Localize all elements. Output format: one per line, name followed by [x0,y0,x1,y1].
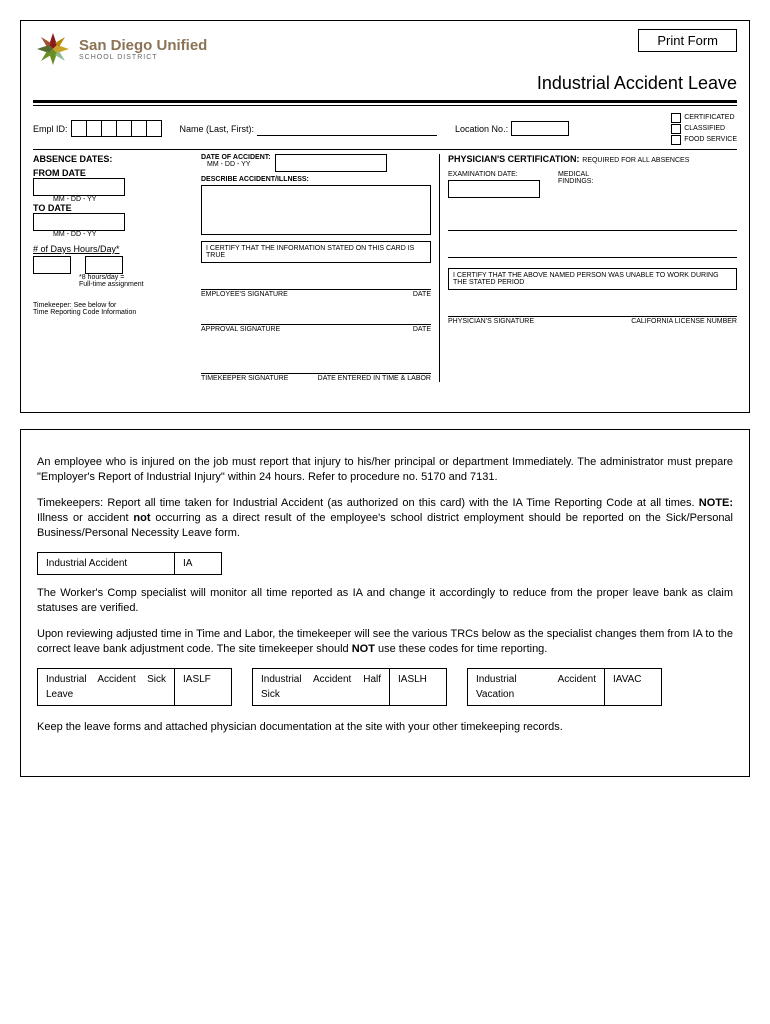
id-row: Empl ID: Name (Last, First): Location No… [33,112,737,145]
to-date-label: TO DATE [33,203,193,213]
code-iaslf: Industrial Accident Sick LeaveIASLF [37,668,232,706]
foodservice-checkbox[interactable] [671,135,681,145]
print-button[interactable]: Print Form [638,29,737,52]
form-container: Print Form San Diego Unified SCHOOL DIST… [20,20,750,413]
notes-p2: Timekeepers: Report all time taken for I… [37,496,733,541]
empl-id-label: Empl ID: [33,124,68,134]
accident-date-field[interactable] [275,154,387,172]
logo-row: San Diego Unified SCHOOL DISTRICT [33,29,638,69]
classification-checkboxes: CERTIFICATED CLASSIFIED FOOD SERVICE [671,112,737,145]
phys-certify-text: I CERTIFY THAT THE ABOVE NAMED PERSON WA… [448,268,737,290]
code-row: Industrial Accident Sick LeaveIASLF Indu… [37,668,733,706]
notes-container: An employee who is injured on the job mu… [20,429,750,777]
from-date-label: FROM DATE [33,168,193,178]
location-label: Location No.: [455,124,508,134]
approval-signature-line[interactable] [201,308,431,325]
certify-text: I CERTIFY THAT THE INFORMATION STATED ON… [201,241,431,263]
days-field[interactable] [33,256,71,274]
org-name: San Diego Unified [79,37,207,54]
timekeeper-note: Timekeeper: See below for Time Reporting… [33,302,193,316]
code-ia: Industrial Accident IA [37,552,222,575]
classified-checkbox[interactable] [671,124,681,134]
certificated-checkbox[interactable] [671,113,681,123]
findings-line1[interactable] [448,214,737,231]
notes-p4: Upon reviewing adjusted time in Time and… [37,627,733,657]
notes-p3: The Worker's Comp specialist will monito… [37,586,733,616]
name-label: Name (Last, First): [180,124,255,134]
absence-dates-column: ABSENCE DATES: FROM DATE MM - DD - YY TO… [33,154,193,382]
accident-column: DATE OF ACCIDENT: MM - DD - YY DESCRIBE … [201,154,431,382]
physician-column: PHYSICIAN'S CERTIFICATION: REQUIRED FOR … [439,154,737,382]
org-subtitle: SCHOOL DISTRICT [79,54,207,61]
code-iavac: Industrial Accident VacationIAVAC [467,668,662,706]
code-iaslh: Industrial Accident Half SickIASLH [252,668,447,706]
days-hours-label: # of Days Hours/Day* [33,244,193,254]
from-date-field[interactable] [33,178,125,196]
page-title: Industrial Accident Leave [33,73,737,94]
name-field[interactable] [257,121,437,136]
hours-field[interactable] [85,256,123,274]
to-date-field[interactable] [33,213,125,231]
exam-date-field[interactable] [448,180,540,198]
physician-signature-line[interactable] [448,300,737,317]
notes-p5: Keep the leave forms and attached physic… [37,720,733,735]
describe-field[interactable] [201,185,431,235]
location-field[interactable] [511,121,569,136]
notes-p1: An employee who is injured on the job mu… [37,455,733,485]
timekeeper-signature-line[interactable] [201,357,431,374]
employee-signature-line[interactable] [201,273,431,290]
absence-dates-label: ABSENCE DATES: [33,154,193,164]
empl-id-boxes[interactable] [71,120,162,137]
district-logo-icon [33,29,73,69]
findings-line2[interactable] [448,241,737,258]
